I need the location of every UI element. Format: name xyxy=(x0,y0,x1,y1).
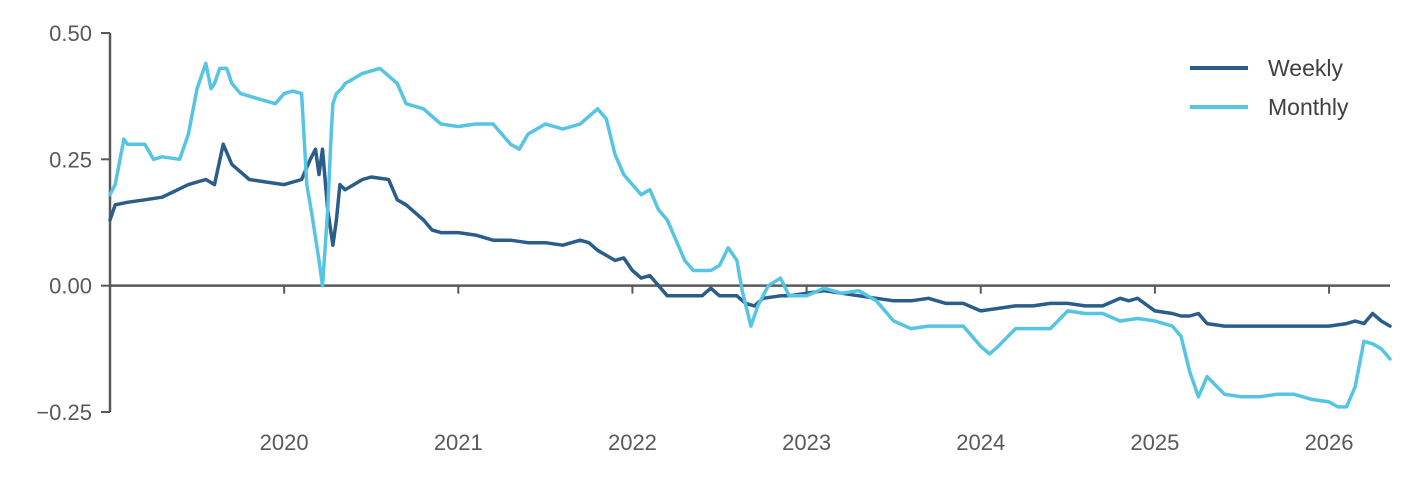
y-tick-label: 0.25 xyxy=(49,147,92,172)
x-ticks: 2020 2021 2022 2023 2024 2025 2026 xyxy=(260,285,1354,455)
series-line-monthly xyxy=(108,61,1392,409)
x-tick-label: 2026 xyxy=(1305,430,1354,455)
y-tick-label: 0.50 xyxy=(49,21,92,46)
series-layer xyxy=(108,61,1392,409)
x-tick-label: 2025 xyxy=(1130,430,1179,455)
legend-label-monthly: Monthly xyxy=(1268,94,1349,120)
y-ticks: 0.50 0.25 0.00 −0.25 xyxy=(36,21,110,425)
x-tick-label: 2023 xyxy=(782,430,831,455)
y-tick-label: −0.25 xyxy=(36,400,92,425)
x-tick-label: 2022 xyxy=(608,430,657,455)
x-tick-label: 2024 xyxy=(956,430,1005,455)
x-tick-label: 2020 xyxy=(260,430,309,455)
legend: Weekly Monthly xyxy=(1190,55,1349,120)
axes xyxy=(108,33,1390,412)
y-tick-label: 0.00 xyxy=(49,274,92,299)
x-tick-label: 2021 xyxy=(434,430,483,455)
legend-label-weekly: Weekly xyxy=(1268,55,1343,81)
series-line-weekly xyxy=(108,142,1392,328)
